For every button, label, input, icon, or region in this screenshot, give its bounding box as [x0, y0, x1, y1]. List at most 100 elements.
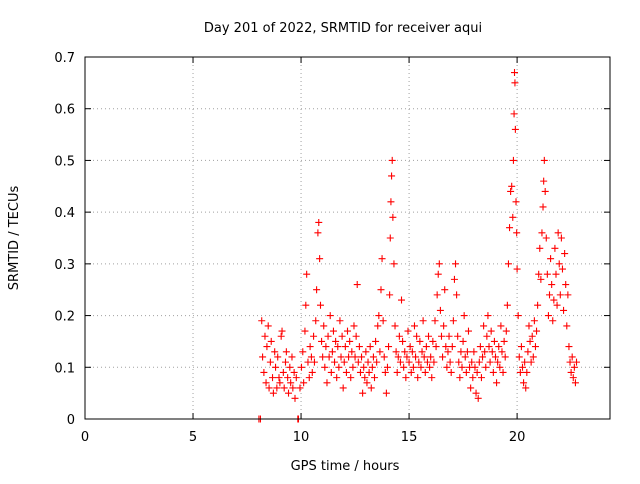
- data-point: [307, 353, 315, 361]
- data-point: [290, 368, 298, 376]
- data-point: [521, 358, 529, 366]
- data-point: [529, 353, 537, 361]
- data-point: [313, 286, 321, 294]
- data-point: [439, 353, 447, 361]
- data-point: [496, 363, 504, 371]
- data-point: [373, 358, 381, 366]
- data-point: [380, 353, 388, 361]
- data-point: [292, 374, 300, 382]
- data-point: [345, 353, 353, 361]
- data-point: [452, 260, 460, 268]
- data-point: [316, 255, 324, 263]
- data-point: [328, 348, 336, 356]
- data-point: [539, 203, 547, 211]
- data-point: [468, 358, 476, 366]
- chart-title: Day 201 of 2022, SRMTID for receiver aqu…: [204, 21, 482, 36]
- data-point: [271, 348, 279, 356]
- data-point: [425, 332, 433, 340]
- data-point: [461, 353, 469, 361]
- data-point: [565, 343, 573, 351]
- data-point: [412, 353, 420, 361]
- data-point: [549, 317, 557, 325]
- x-tick-label: 15: [401, 430, 418, 445]
- data-point: [495, 343, 503, 351]
- data-point: [458, 363, 466, 371]
- data-point: [351, 353, 359, 361]
- data-point: [554, 229, 562, 237]
- data-point: [410, 322, 418, 330]
- data-point: [348, 348, 356, 356]
- data-point: [342, 368, 350, 376]
- data-point: [540, 177, 548, 185]
- data-point: [376, 348, 384, 356]
- data-point: [552, 270, 560, 278]
- data-point: [338, 332, 346, 340]
- data-point: [480, 322, 488, 330]
- data-point: [382, 389, 390, 397]
- data-point: [464, 327, 472, 335]
- data-point: [322, 343, 330, 351]
- data-point: [266, 358, 274, 366]
- data-point: [456, 374, 464, 382]
- data-point: [333, 374, 341, 382]
- data-point: [440, 322, 448, 330]
- data-point: [316, 301, 324, 309]
- y-tick-label: 0.3: [54, 258, 75, 273]
- data-point: [560, 306, 568, 314]
- data-point: [269, 389, 277, 397]
- data-point: [473, 368, 481, 376]
- data-point: [511, 69, 519, 77]
- data-point: [557, 234, 565, 242]
- data-point: [504, 260, 512, 268]
- data-point: [457, 348, 465, 356]
- data-point: [482, 363, 490, 371]
- data-point: [508, 182, 516, 190]
- data-point: [287, 379, 295, 387]
- data-point: [524, 348, 532, 356]
- data-point: [385, 343, 393, 351]
- data-point: [467, 384, 475, 392]
- data-point: [349, 363, 357, 371]
- data-point: [416, 337, 424, 345]
- data-point: [450, 275, 458, 283]
- data-point: [447, 368, 455, 376]
- x-tick-label: 10: [293, 430, 310, 445]
- data-point: [510, 110, 518, 118]
- data-point: [537, 275, 545, 283]
- data-point: [378, 255, 386, 263]
- data-point: [407, 368, 415, 376]
- data-point: [381, 368, 389, 376]
- data-point: [497, 322, 505, 330]
- data-point: [551, 244, 559, 252]
- data-point: [367, 384, 375, 392]
- data-point: [531, 343, 539, 351]
- x-tick-label: 5: [189, 430, 197, 445]
- data-point: [417, 363, 425, 371]
- data-point: [336, 317, 344, 325]
- data-point: [501, 353, 509, 361]
- data-point: [445, 332, 453, 340]
- data-point: [302, 301, 310, 309]
- data-point: [433, 291, 441, 299]
- data-point: [297, 363, 305, 371]
- data-point: [570, 363, 578, 371]
- data-point: [500, 337, 508, 345]
- data-point: [360, 363, 368, 371]
- data-point: [374, 322, 382, 330]
- data-point: [459, 337, 467, 345]
- data-point: [276, 379, 284, 387]
- data-point: [279, 368, 287, 376]
- data-point: [513, 265, 521, 273]
- data-point: [312, 317, 320, 325]
- data-point: [564, 291, 572, 299]
- data-point: [426, 363, 434, 371]
- data-point: [413, 332, 421, 340]
- data-point: [379, 317, 387, 325]
- data-point: [460, 312, 468, 320]
- data-point: [422, 343, 430, 351]
- data-point: [534, 301, 542, 309]
- y-tick-labels: 0 0.1 0.2 0.3 0.4 0.5 0.6 0.7: [54, 51, 75, 428]
- data-point: [301, 327, 309, 335]
- data-point: [489, 368, 497, 376]
- data-point: [375, 312, 383, 320]
